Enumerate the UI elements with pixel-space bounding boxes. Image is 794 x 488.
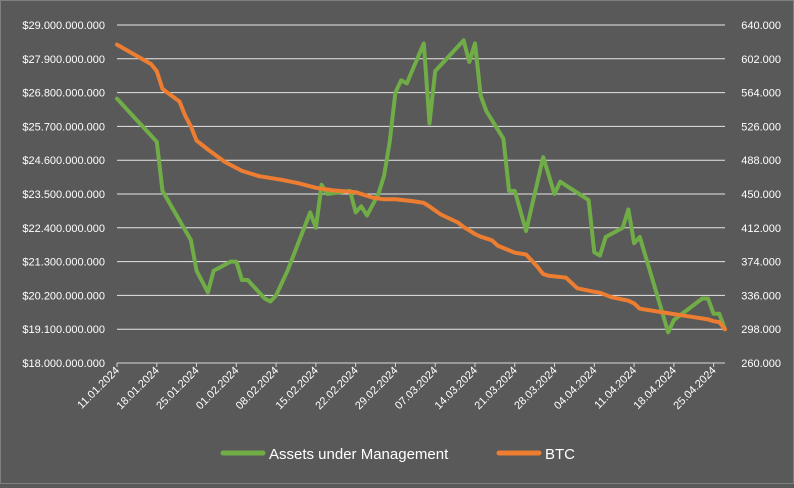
right-tick-label: 260.000 [741, 358, 781, 370]
left-tick-label: $19.100.000.000 [22, 324, 105, 336]
left-tick-label: $22.400.000.000 [22, 223, 105, 235]
left-tick-label: $25.700.000.000 [22, 121, 105, 133]
right-tick-label: 450.000 [741, 189, 781, 201]
left-tick-label: $29.000.000.000 [22, 20, 105, 32]
left-tick-label: $27.900.000.000 [22, 54, 105, 66]
chart-legend: Assets under Management BTC [220, 446, 575, 463]
right-tick-label: 488.000 [741, 155, 781, 167]
series-line-btc [115, 42, 727, 332]
x-axis-ticks: 11.01.202418.01.202425.01.202401.02.2024… [75, 363, 719, 412]
right-tick-label: 526.000 [741, 121, 781, 133]
left-tick-label: $23.500.000.000 [22, 189, 105, 201]
series-line-aum [115, 38, 727, 335]
gridlines [117, 24, 725, 364]
x-tick-label: 25.04.2024 [671, 365, 718, 412]
legend-label: Assets under Management [269, 446, 449, 463]
left-tick-label: $20.200.000.000 [22, 290, 105, 302]
left-axis-ticks: $18.000.000.000 $19.100.000.000 $20.200.00… [22, 20, 105, 370]
legend-label: BTC [545, 446, 575, 463]
right-tick-label: 336.000 [741, 290, 781, 302]
right-tick-label: 564.000 [741, 88, 781, 100]
series-lines [115, 38, 727, 335]
left-tick-label: $18.000.000.000 [22, 358, 105, 370]
right-tick-label: 412.000 [741, 223, 781, 235]
left-tick-label: $26.800.000.000 [22, 88, 105, 100]
left-tick-label: $24.600.000.000 [22, 155, 105, 167]
right-tick-label: 640.000 [741, 20, 781, 32]
right-tick-label: 602.000 [741, 54, 781, 66]
left-tick-label: $21.300.000.000 [22, 257, 105, 269]
right-axis-ticks: 260.000 298.000 336.000 374.000 412.000 450.0… [741, 20, 781, 370]
right-tick-label: 374.000 [741, 257, 781, 269]
right-tick-label: 298.000 [741, 324, 781, 336]
x-tick-label: 04.04.2024 [552, 365, 599, 412]
